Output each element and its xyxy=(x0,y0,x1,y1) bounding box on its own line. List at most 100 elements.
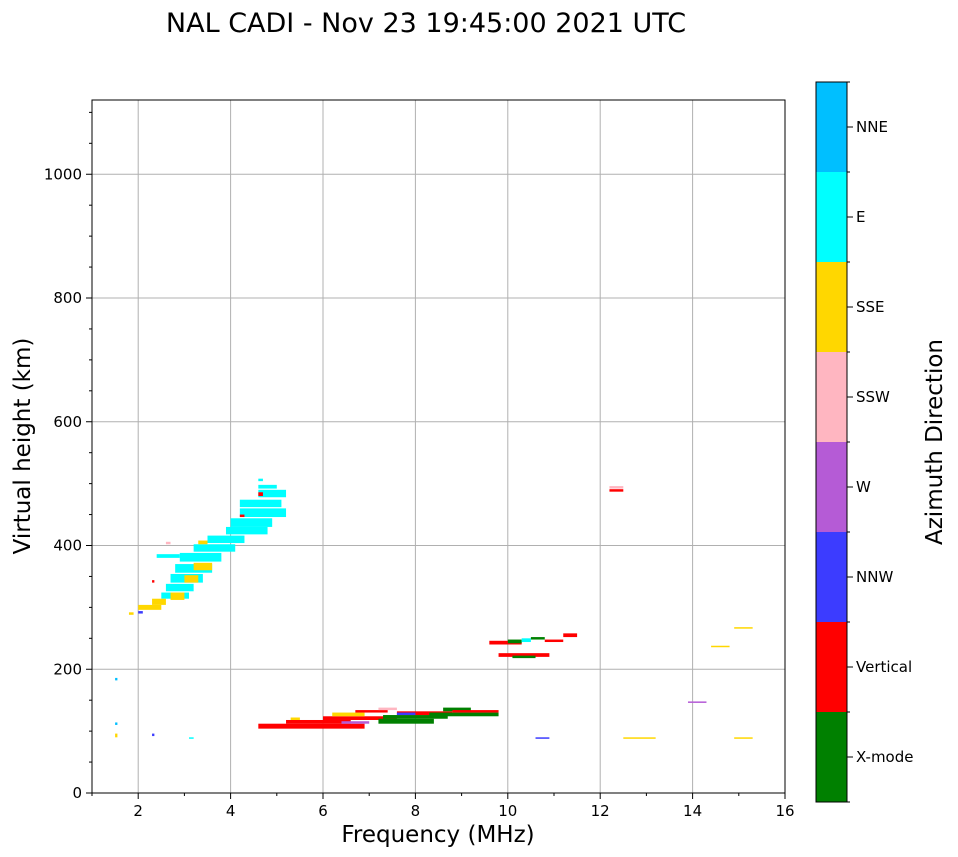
colorbar-tick-label: W xyxy=(856,478,871,496)
echo-nnw xyxy=(396,712,416,716)
x-tick-label: 8 xyxy=(411,802,421,820)
colorbar-tick-label: X-mode xyxy=(856,748,913,766)
echo-sse xyxy=(198,540,208,545)
colorbar-frame xyxy=(815,81,848,803)
echo-ssw xyxy=(378,707,397,711)
echo-e xyxy=(239,499,282,508)
echo-e xyxy=(230,518,273,527)
colorbar-segment xyxy=(816,532,847,622)
colorbar-segment xyxy=(816,712,847,802)
echo-e xyxy=(165,583,194,592)
echo-vertical xyxy=(489,640,522,645)
y-axis-label: Virtual height (km) xyxy=(10,338,36,555)
plot-frame xyxy=(91,99,786,794)
x-axis-label: Frequency (MHz) xyxy=(341,822,534,848)
colorbar-segment xyxy=(816,172,847,262)
echo-vertical xyxy=(544,639,564,643)
x-tick-label: 10 xyxy=(498,802,517,820)
x-tick-label: 2 xyxy=(133,802,143,820)
echo-x-mode xyxy=(530,637,545,640)
colorbar-segment xyxy=(816,82,847,172)
echo-e xyxy=(258,484,277,489)
y-tick-label: 0 xyxy=(72,784,82,802)
echo-w xyxy=(341,721,370,724)
echo-x-mode xyxy=(507,639,522,644)
x-axis-ticks: 2 4 6 8 10 12 14 16 xyxy=(91,793,795,820)
echo-vertical xyxy=(452,710,499,713)
y-tick-label: 200 xyxy=(53,660,82,678)
chart-title: NAL CADI - Nov 23 19:45:00 2021 UTC xyxy=(166,8,686,39)
grid-lines xyxy=(92,100,785,793)
colorbar: X-mode Vertical NNW W SSW SSE E NNE xyxy=(815,81,913,803)
echo-sse xyxy=(711,645,730,648)
echo-e xyxy=(189,737,194,739)
echo-vertical xyxy=(563,633,578,638)
echo-e xyxy=(179,552,222,562)
echo-traces xyxy=(115,478,753,739)
y-tick-label: 400 xyxy=(53,537,82,555)
echo-ssw xyxy=(609,486,624,489)
colorbar-tick-label: NNW xyxy=(856,568,893,586)
echo-nnw xyxy=(535,737,550,739)
colorbar-tick-label: SSW xyxy=(856,388,890,406)
echo-nne xyxy=(115,677,118,681)
echo-x-mode xyxy=(512,655,536,659)
x-tick-label: 16 xyxy=(775,802,794,820)
echo-sse xyxy=(290,717,300,720)
echo-e xyxy=(258,478,263,482)
echo-e xyxy=(225,526,268,535)
colorbar-tick-label: SSE xyxy=(856,298,885,316)
echo-e xyxy=(193,544,236,552)
echo-vertical xyxy=(396,711,453,716)
colorbar-label: Azimuth Direction xyxy=(922,339,948,545)
echo-vertical xyxy=(258,723,365,729)
echo-x-mode xyxy=(383,715,448,719)
y-axis-ticks: 0 200 400 600 800 1000 xyxy=(44,111,92,802)
echo-sse xyxy=(623,737,656,739)
echo-sse xyxy=(170,592,185,600)
colorbar-tick-label: Vertical xyxy=(856,658,912,676)
echo-e xyxy=(239,508,287,518)
echo-vertical xyxy=(323,716,397,720)
echo-x-mode xyxy=(443,707,471,712)
x-tick-label: 14 xyxy=(683,802,702,820)
echo-vertical xyxy=(239,514,245,518)
echo-sse xyxy=(332,712,365,717)
echo-e xyxy=(156,554,180,558)
echo-vertical xyxy=(609,489,624,492)
echo-nnw xyxy=(152,733,155,737)
colorbar-segment xyxy=(816,352,847,442)
echo-e xyxy=(207,535,245,544)
echo-sse xyxy=(152,598,166,605)
echo-sse xyxy=(184,575,199,583)
echo-e xyxy=(521,638,531,643)
echo-vertical xyxy=(498,653,550,657)
echo-w xyxy=(687,701,707,703)
colorbar-segment xyxy=(816,622,847,712)
x-tick-label: 6 xyxy=(318,802,328,820)
echo-x-mode xyxy=(429,712,499,717)
echo-vertical xyxy=(286,719,351,724)
colorbar-segment xyxy=(816,262,847,352)
echo-nne xyxy=(115,722,118,725)
echo-x-mode xyxy=(378,718,434,724)
y-tick-label: 800 xyxy=(53,289,82,307)
echo-e xyxy=(258,489,287,498)
y-tick-label: 600 xyxy=(53,413,82,431)
echo-vertical xyxy=(152,580,155,583)
colorbar-tick-label: NNE xyxy=(856,118,888,136)
echo-sse xyxy=(734,627,753,629)
echo-sse xyxy=(128,612,134,615)
echo-sse xyxy=(193,562,213,571)
echo-vertical xyxy=(258,492,263,496)
echo-sse xyxy=(138,604,162,610)
echo-sse xyxy=(734,737,753,739)
x-tick-label: 4 xyxy=(226,802,236,820)
echo-vertical xyxy=(355,710,388,713)
echo-sse xyxy=(115,733,118,738)
colorbar-tick-label: E xyxy=(856,208,865,226)
y-tick-label: 1000 xyxy=(44,165,82,183)
echo-ssw xyxy=(165,541,171,545)
colorbar-segment xyxy=(816,442,847,532)
